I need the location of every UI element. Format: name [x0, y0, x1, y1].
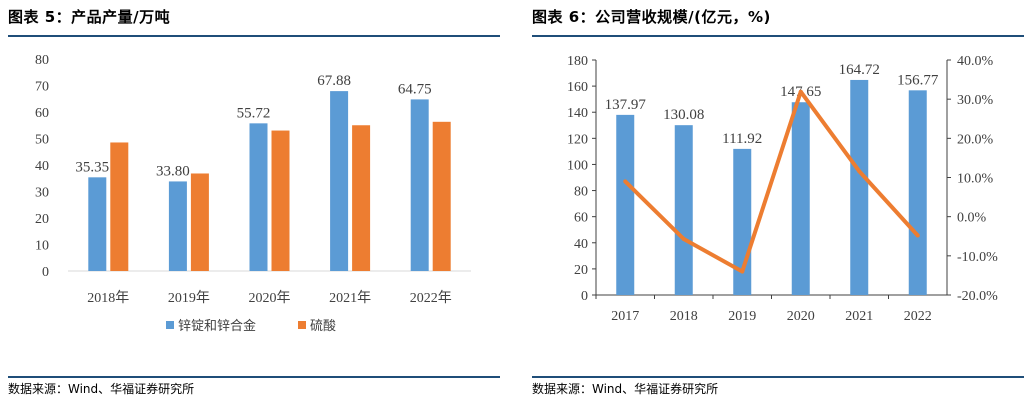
- bar: [616, 114, 635, 295]
- y-tick-label: 140: [567, 106, 588, 121]
- bar: [271, 130, 290, 271]
- bar: [168, 181, 187, 271]
- x-tick-label: 2022年: [410, 290, 452, 306]
- y-tick-label: 80: [574, 185, 588, 200]
- legend-swatch: [166, 321, 174, 329]
- line-point: [915, 233, 920, 238]
- data-label: 137.97: [605, 97, 647, 113]
- legend-swatch: [298, 321, 306, 329]
- data-label: 111.92: [722, 131, 762, 147]
- bar: [190, 173, 209, 271]
- line-point: [623, 179, 628, 184]
- bar: [410, 99, 429, 271]
- y-tick-label: 60: [574, 211, 588, 226]
- y-tick-label: 50: [35, 133, 49, 148]
- y2-tick-label: -20.0%: [957, 289, 998, 304]
- x-tick-label: 2022: [904, 309, 932, 324]
- bar: [330, 91, 349, 271]
- x-tick-label: 2017: [611, 309, 639, 324]
- data-label: 35.35: [75, 159, 109, 175]
- y-tick-label: 10: [35, 239, 49, 254]
- y-tick-label: 20: [574, 263, 588, 278]
- chart-panel-revenue: 图表 6：公司营收规模/(亿元，%) 0 20 40 60 80 100 120 140 160…: [532, 0, 1032, 402]
- bar: [908, 90, 927, 295]
- data-label: 164.72: [839, 62, 880, 78]
- bar: [249, 123, 268, 271]
- data-label: 33.80: [156, 163, 190, 179]
- line-point: [740, 269, 745, 274]
- x-tick-label: 2020: [787, 309, 815, 324]
- chart-title: 图表 6：公司营收规模/(亿元，%): [532, 8, 771, 26]
- y-tick-label: 40: [35, 159, 49, 174]
- data-label: 130.08: [663, 107, 704, 123]
- bar: [432, 121, 451, 272]
- chart-panel-production: 图表 5：产品产量/万吨 0 10 20 30 40 50 60 70 80 2018年 35.35…: [8, 0, 514, 402]
- bar: [352, 125, 371, 271]
- bar: [88, 177, 107, 271]
- line-point: [857, 169, 862, 174]
- line-point: [798, 89, 803, 94]
- y-tick-label: 180: [567, 54, 588, 69]
- title-divider: [532, 35, 1024, 37]
- bar: [850, 79, 869, 296]
- x-tick-label: 2020年: [249, 290, 291, 306]
- chart-title: 图表 5：产品产量/万吨: [8, 8, 171, 26]
- y-tick-label: 100: [567, 158, 588, 173]
- x-tick-label: 2019: [728, 309, 756, 324]
- bar: [110, 142, 129, 271]
- source-note: 数据来源：Wind、华福证券研究所: [8, 382, 195, 396]
- y2-tick-label: 30.0%: [957, 93, 994, 108]
- y-tick-label: 160: [567, 80, 588, 95]
- growth-line: [623, 89, 920, 274]
- data-label: 64.75: [398, 81, 432, 97]
- x-tick-label: 2018年: [87, 290, 129, 306]
- y-tick-label: 70: [35, 80, 49, 95]
- x-tick-label: 2021: [845, 309, 873, 324]
- y-tick-label: 80: [35, 53, 49, 68]
- y-tick-label: 60: [35, 106, 49, 121]
- y-tick-label: 120: [567, 132, 588, 147]
- data-label: 55.72: [237, 105, 271, 121]
- title-divider: [8, 35, 500, 37]
- data-label: 67.88: [317, 73, 351, 89]
- x-tick-label: 2018: [670, 309, 698, 324]
- y-tick-label: 20: [35, 212, 49, 227]
- legend-label: 硫酸: [310, 319, 336, 334]
- data-label: 156.77: [897, 72, 939, 88]
- source-divider: [532, 376, 1024, 378]
- y2-tick-label: 0.0%: [957, 211, 987, 226]
- x-tick-label: 2019年: [168, 290, 210, 306]
- source-divider: [8, 376, 500, 378]
- x-tick-label: 2021年: [329, 290, 371, 306]
- y2-tick-label: -10.0%: [957, 250, 998, 265]
- revenue-chart: 0 20 40 60 80 100 120 140 160 180 -20.0% -10.0% 0.0%…: [567, 54, 998, 324]
- y-tick-label: 40: [574, 237, 588, 252]
- y-tick-label: 30: [35, 186, 49, 201]
- y2-tick-label: 10.0%: [957, 172, 994, 187]
- legend-label: 锌锭和锌合金: [178, 318, 256, 334]
- y2-tick-label: 20.0%: [957, 132, 994, 147]
- line-point: [681, 236, 686, 241]
- production-chart: 0 10 20 30 40 50 60 70 80 2018年 35.35 2019年 33.80 202…: [35, 53, 471, 334]
- bar: [791, 102, 810, 295]
- y-tick-label: 0: [581, 289, 588, 304]
- y-tick-label: 0: [42, 265, 49, 280]
- bar: [674, 125, 693, 295]
- y2-tick-label: 40.0%: [957, 54, 994, 69]
- source-note: 数据来源：Wind、华福证券研究所: [532, 382, 719, 396]
